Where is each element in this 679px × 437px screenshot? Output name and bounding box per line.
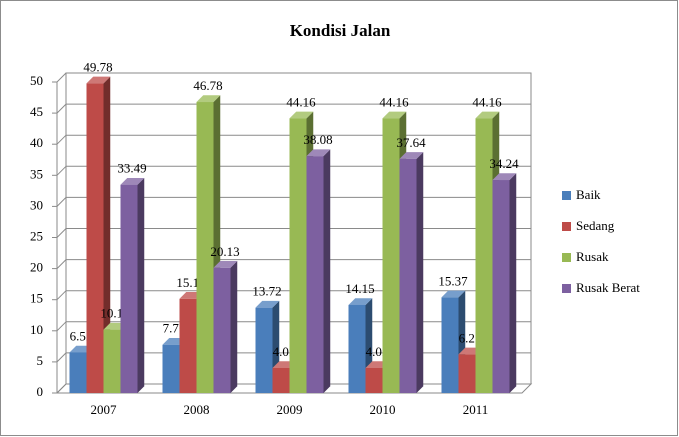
bar-top xyxy=(441,290,466,298)
y-tick-label: 5 xyxy=(37,353,44,368)
bar xyxy=(120,184,138,393)
bar xyxy=(272,367,290,393)
y-tick-label: 40 xyxy=(30,135,43,150)
data-label: 15.37 xyxy=(438,273,468,288)
bar xyxy=(441,297,459,393)
bar xyxy=(196,102,214,394)
y-tick-label: 10 xyxy=(30,322,43,337)
bar xyxy=(475,118,493,393)
x-tick-label: 2011 xyxy=(463,402,489,417)
bar-top xyxy=(86,76,111,84)
bar-top xyxy=(306,149,331,157)
bar-top xyxy=(120,177,145,185)
grid-side xyxy=(56,383,67,394)
bar xyxy=(365,367,383,393)
grid-side xyxy=(56,72,67,83)
legend-label: Rusak Berat xyxy=(576,280,640,295)
grid-side xyxy=(56,321,67,332)
bar xyxy=(399,158,417,393)
x-tick-label: 2010 xyxy=(370,402,396,417)
data-label: 44.16 xyxy=(472,94,502,109)
bar-top xyxy=(348,298,373,305)
legend-label: Sedang xyxy=(576,218,615,233)
data-label: 44.16 xyxy=(379,94,409,109)
legend-swatch xyxy=(562,222,571,231)
bar xyxy=(289,118,307,393)
bar xyxy=(382,118,400,393)
data-label: 33.49 xyxy=(117,161,146,176)
grid-side xyxy=(56,259,67,269)
data-label: 44.16 xyxy=(286,94,316,109)
bar xyxy=(162,344,180,393)
bar xyxy=(458,354,476,393)
bar-top xyxy=(255,300,280,308)
data-label: 13.72 xyxy=(252,284,281,299)
bar xyxy=(69,352,87,393)
legend-label: Rusak xyxy=(576,249,609,264)
bar-top xyxy=(289,111,314,119)
bar-side xyxy=(103,76,111,393)
bar xyxy=(348,304,366,393)
data-label: 14.15 xyxy=(345,281,374,296)
grid-side xyxy=(56,103,67,114)
y-tick-label: 35 xyxy=(30,166,43,181)
bar-side xyxy=(230,261,238,393)
y-tick-label: 20 xyxy=(30,260,43,275)
bar-top xyxy=(196,95,221,103)
x-tick-label: 2007 xyxy=(91,402,118,417)
y-tick-label: 30 xyxy=(30,197,43,212)
bar xyxy=(213,267,231,393)
data-label: 37.64 xyxy=(396,135,426,150)
y-tick-label: 50 xyxy=(30,73,43,88)
bar-top xyxy=(213,261,238,268)
grid-side xyxy=(56,165,67,176)
grid-side xyxy=(56,228,67,238)
bar-side xyxy=(416,152,424,393)
grid-side xyxy=(56,197,67,207)
bar-side xyxy=(137,177,145,393)
legend-swatch xyxy=(562,253,571,262)
data-label: 34.24 xyxy=(489,156,519,171)
bar xyxy=(179,298,197,393)
legend-label: Baik xyxy=(576,187,601,202)
bar-side xyxy=(323,149,331,393)
grid-side xyxy=(56,352,67,363)
grid-side xyxy=(56,290,67,301)
y-tick-label: 0 xyxy=(37,384,44,399)
bar-top xyxy=(382,111,407,119)
y-tick-label: 15 xyxy=(30,291,43,306)
legend-swatch xyxy=(562,284,571,293)
data-label: 49.78 xyxy=(83,59,112,74)
bar-top xyxy=(475,111,500,119)
bar xyxy=(103,329,121,393)
bar xyxy=(306,156,324,393)
bar-top xyxy=(492,173,517,181)
bar-side xyxy=(509,173,517,393)
y-tick-label: 45 xyxy=(30,104,43,119)
data-label: 20.13 xyxy=(210,244,239,259)
bar xyxy=(492,180,510,393)
grid-side xyxy=(56,134,67,145)
chart-title: Kondisi Jalan xyxy=(290,21,391,40)
data-label: 38.08 xyxy=(303,132,332,147)
x-tick-label: 2008 xyxy=(184,402,210,417)
bar-top xyxy=(399,152,424,159)
legend-swatch xyxy=(562,191,571,200)
data-label: 46.78 xyxy=(193,78,222,93)
bar xyxy=(86,83,104,393)
y-tick-label: 25 xyxy=(30,228,43,243)
bar xyxy=(255,307,273,393)
x-tick-label: 2009 xyxy=(277,402,303,417)
